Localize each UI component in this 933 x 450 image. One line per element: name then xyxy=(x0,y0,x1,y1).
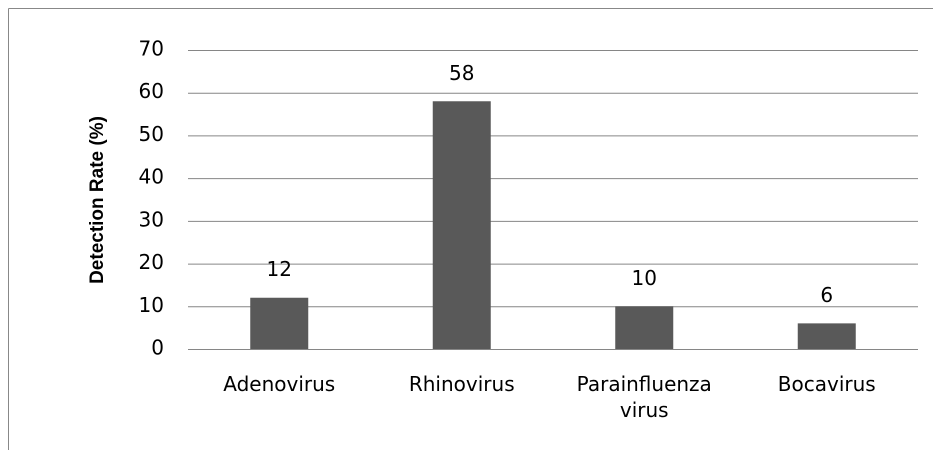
data-label: 58 xyxy=(449,61,474,85)
y-tick-label: 20 xyxy=(139,250,164,274)
x-tick-label: Rhinovirus xyxy=(408,372,515,396)
y-axis-label: Detection Rate (%) xyxy=(87,116,108,284)
data-label: 10 xyxy=(632,266,657,290)
y-tick-label: 30 xyxy=(139,207,164,231)
data-label: 6 xyxy=(820,283,833,307)
bar xyxy=(797,323,856,349)
y-tick-label: 40 xyxy=(139,165,164,189)
x-tick-label: Adenovirus xyxy=(223,372,336,396)
x-tick-label: Bocavirus xyxy=(777,372,876,396)
bar xyxy=(615,306,674,349)
bar xyxy=(250,297,309,349)
y-tick-label: 70 xyxy=(139,37,164,61)
bar xyxy=(432,101,491,349)
y-tick-label: 60 xyxy=(139,79,164,103)
y-tick-label: 10 xyxy=(139,293,164,317)
x-tick-label: Parainfluenza virus xyxy=(576,372,712,422)
y-tick-label: 0 xyxy=(151,336,164,360)
y-tick-label: 50 xyxy=(139,122,164,146)
data-label: 12 xyxy=(267,257,292,281)
